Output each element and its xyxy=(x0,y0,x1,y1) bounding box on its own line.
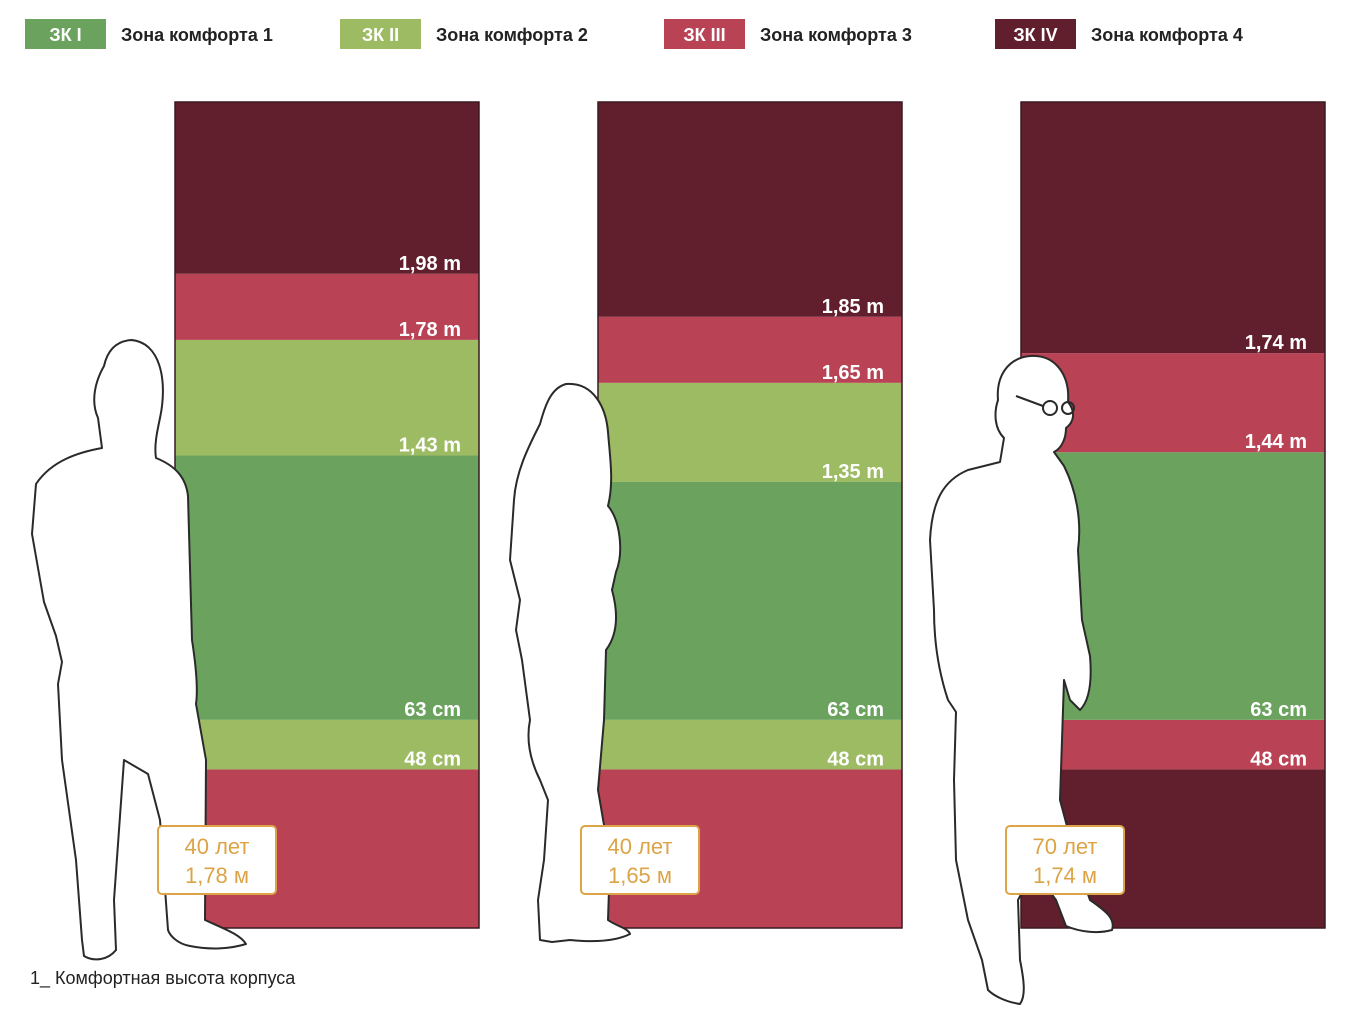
legend-swatch xyxy=(995,19,1076,49)
legend-label: Зона комфорта 4 xyxy=(1091,25,1243,45)
height-mark-label: 1,85 m xyxy=(822,296,884,318)
comfort-column-2: 1,85 m 1,65 m 1,35 m 63 cm 48 cm xyxy=(597,101,903,929)
zone-band-zk4 xyxy=(175,102,479,274)
height-mark-label: 1,43 m xyxy=(399,435,461,457)
person-age: 40 лет xyxy=(184,834,249,859)
height-mark-label: 48 cm xyxy=(1250,748,1307,770)
height-mark-label: 1,35 m xyxy=(822,461,884,483)
zone-band-zk4 xyxy=(598,102,902,317)
figure-caption: 1_ Комфортная высота корпуса xyxy=(30,968,296,989)
man-silhouette xyxy=(31,339,247,961)
height-mark-label: 1,44 m xyxy=(1245,431,1307,453)
people xyxy=(31,339,1114,1005)
zone-band-zk2 xyxy=(598,719,902,770)
comfort-column-1: 1,98 m 1,78 m 1,43 m 63 cm 48 cm xyxy=(174,101,480,929)
person-height: 1,65 м xyxy=(608,863,672,888)
legend-swatch xyxy=(25,19,106,49)
legend-item-4: ЗК IV Зона комфорта 4 xyxy=(995,19,1243,49)
height-mark-label: 1,65 m xyxy=(822,362,884,384)
legend-item-1: ЗК I Зона комфорта 1 xyxy=(25,19,273,49)
glasses-icon xyxy=(1015,395,1075,416)
height-mark-label: 1,78 m xyxy=(399,319,461,341)
legend-badge: ЗК I xyxy=(49,25,81,45)
info-box-1: 40 лет 1,78 м xyxy=(157,825,277,895)
info-box-2: 40 лет 1,65 м xyxy=(580,825,700,895)
woman-silhouette xyxy=(509,382,631,943)
zone-band-zk3 xyxy=(175,273,479,340)
info-boxes: 40 лет 1,78 м 40 лет 1,65 м 70 лет 1,74 м xyxy=(157,825,1125,895)
legend-label: Зона комфорта 2 xyxy=(436,25,588,45)
info-box-3: 70 лет 1,74 м xyxy=(1005,825,1125,895)
legend-swatch xyxy=(340,19,421,49)
zone-band-zk1 xyxy=(598,481,902,720)
person-age: 70 лет xyxy=(1032,834,1097,859)
height-mark-label: 48 cm xyxy=(404,748,461,770)
height-mark-label: 48 cm xyxy=(827,748,884,770)
legend-item-3: ЗК III Зона комфорта 3 xyxy=(664,19,912,49)
zone-band-zk2 xyxy=(175,719,479,770)
zone-band-zk4 xyxy=(1021,102,1325,354)
zone-band-zk2 xyxy=(598,382,902,482)
zone-band-zk3 xyxy=(598,316,902,383)
zone-band-zk1 xyxy=(175,455,479,720)
person-height: 1,78 м xyxy=(185,863,249,888)
zone-band-zk2 xyxy=(175,339,479,456)
legend-label: Зона комфорта 1 xyxy=(121,25,273,45)
info-box-frame xyxy=(1005,825,1125,895)
height-mark-label: 63 cm xyxy=(404,699,461,721)
height-mark-label: 63 cm xyxy=(1250,699,1307,721)
columns: 1,98 m 1,78 m 1,43 m 63 cm 48 cm 1,85 m 1,65 m… xyxy=(174,101,1326,929)
zone-band-zk3 xyxy=(1021,719,1325,770)
height-mark-label: 1,74 m xyxy=(1245,332,1307,354)
height-mark-label: 1,98 m xyxy=(399,253,461,275)
legend-badge: ЗК IV xyxy=(1013,25,1057,45)
height-mark-label: 63 cm xyxy=(827,699,884,721)
legend-item-2: ЗК II Зона комфорта 2 xyxy=(340,19,588,49)
info-box-frame xyxy=(580,825,700,895)
legend-badge: ЗК II xyxy=(362,25,399,45)
legend-label: Зона комфорта 3 xyxy=(760,25,912,45)
info-box-frame xyxy=(157,825,277,895)
legend-swatch xyxy=(664,19,745,49)
legend-badge: ЗК III xyxy=(683,25,725,45)
person-age: 40 лет xyxy=(607,834,672,859)
person-height: 1,74 м xyxy=(1033,863,1097,888)
